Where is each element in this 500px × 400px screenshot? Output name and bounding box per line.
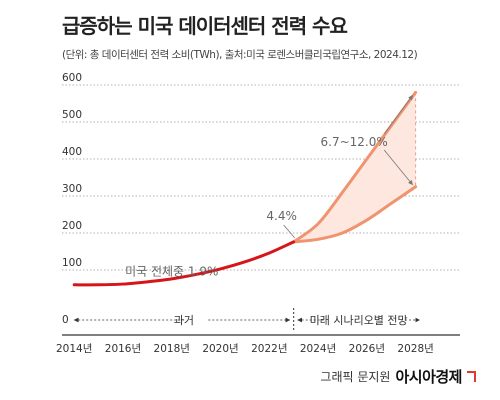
projection-band [293, 92, 416, 242]
graphic-credit: 그래픽 문지원 [320, 370, 391, 384]
x-tick-label: 2020년 [202, 343, 238, 355]
brand-logo: 아시아경제 [395, 368, 462, 386]
x-tick-label: 2028년 [397, 343, 433, 355]
period-label-future: 미래 시나리오별 전망 [310, 314, 408, 327]
y-tick-label: 500 [62, 109, 82, 121]
x-tick-label: 2022년 [251, 343, 287, 355]
annotation-arrow [383, 95, 413, 135]
period-label-past: 과거 [174, 314, 194, 327]
y-tick-label: 200 [62, 220, 82, 232]
series-line-upper [292, 90, 418, 244]
x-tick-label: 2024년 [300, 343, 336, 355]
y-tick-label: 300 [62, 183, 82, 195]
annotation-label: 6.7~12.0% [321, 135, 388, 149]
annotation-label: 4.4% [266, 209, 297, 223]
annotation-arrow [383, 149, 413, 186]
x-tick-label: 2018년 [154, 343, 190, 355]
chart-subtitle: (단위: 총 데이터센터 전력 소비(TWh), 출처:미국 로렌스버클리국립연… [62, 49, 418, 61]
chart-title: 급증하는 미국 데이터센터 전력 수요 [62, 14, 348, 38]
x-tick-label: 2014년 [56, 343, 92, 355]
series-line-lower [292, 185, 418, 244]
x-tick-label: 2026년 [349, 343, 385, 355]
y-tick-label: 0 [62, 314, 69, 326]
footer: 그래픽 문지원 아시아경제 [320, 366, 476, 387]
y-tick-label: 100 [62, 257, 82, 269]
x-tick-label: 2016년 [105, 343, 141, 355]
annotation-label: 미국 전체중 1.9% [125, 265, 218, 279]
series-line-history [72, 240, 296, 287]
annotation-leader [283, 224, 295, 239]
y-tick-label: 600 [62, 72, 82, 84]
y-tick-label: 400 [62, 146, 82, 158]
brand-mark-icon [467, 371, 476, 382]
